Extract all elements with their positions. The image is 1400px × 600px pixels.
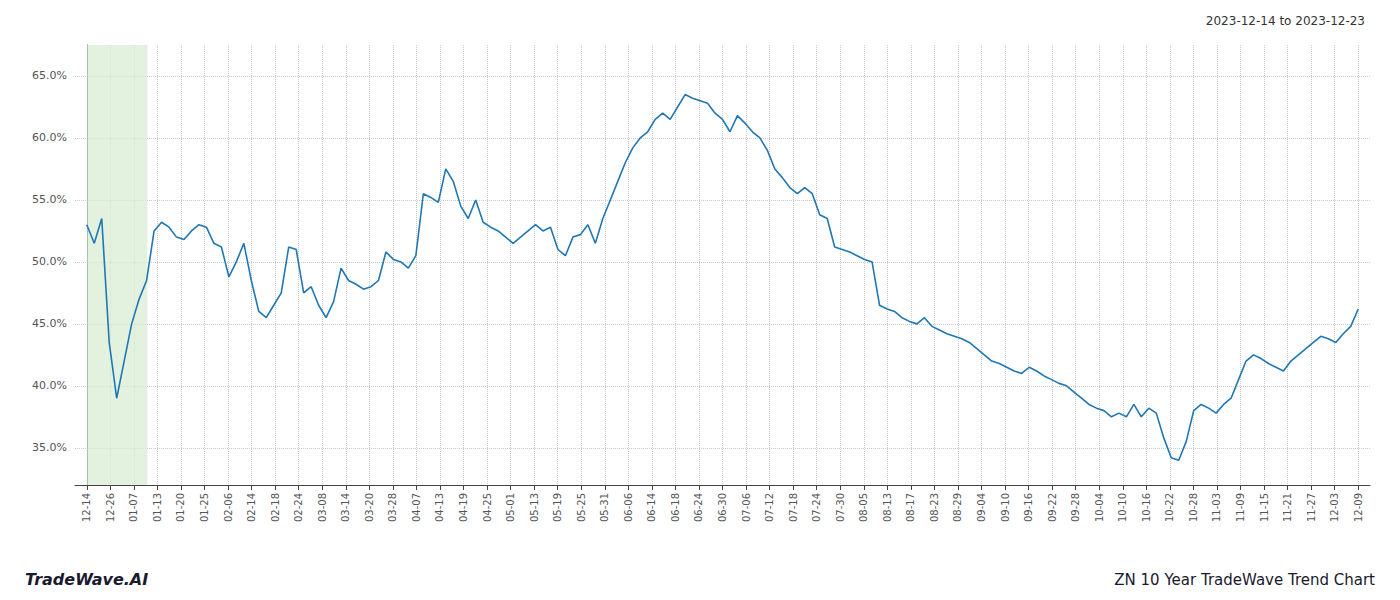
svg-text:45.0%: 45.0%	[32, 317, 67, 330]
svg-text:07-18: 07-18	[788, 493, 799, 522]
svg-text:11-21: 11-21	[1282, 493, 1293, 522]
svg-text:65.0%: 65.0%	[32, 69, 67, 82]
svg-text:10-22: 10-22	[1164, 493, 1175, 522]
svg-text:05-25: 05-25	[576, 493, 587, 522]
svg-text:02-14: 02-14	[246, 493, 257, 522]
svg-text:05-13: 05-13	[529, 493, 540, 522]
svg-text:09-10: 09-10	[1000, 493, 1011, 522]
svg-text:09-16: 09-16	[1023, 493, 1034, 522]
svg-text:06-30: 06-30	[717, 493, 728, 522]
svg-text:05-31: 05-31	[599, 493, 610, 522]
svg-text:12-03: 12-03	[1329, 493, 1340, 522]
svg-text:05-01: 05-01	[505, 493, 516, 522]
svg-text:06-14: 06-14	[646, 493, 657, 522]
svg-text:01-20: 01-20	[175, 493, 186, 522]
svg-text:04-07: 04-07	[411, 493, 422, 522]
svg-text:01-07: 01-07	[128, 493, 139, 522]
svg-text:08-13: 08-13	[882, 493, 893, 522]
svg-text:55.0%: 55.0%	[32, 193, 67, 206]
svg-text:08-29: 08-29	[952, 493, 963, 522]
svg-text:08-17: 08-17	[905, 493, 916, 522]
svg-text:03-08: 03-08	[317, 493, 328, 522]
svg-text:02-18: 02-18	[270, 493, 281, 522]
svg-text:12-26: 12-26	[105, 493, 116, 522]
svg-text:2023-12-14 to 2023-12-23: 2023-12-14 to 2023-12-23	[1206, 14, 1365, 28]
svg-text:04-19: 04-19	[458, 493, 469, 522]
svg-text:TradeWave.AI: TradeWave.AI	[25, 570, 148, 589]
svg-text:10-04: 10-04	[1094, 493, 1105, 522]
svg-text:11-15: 11-15	[1259, 493, 1270, 522]
svg-text:10-16: 10-16	[1141, 493, 1152, 522]
svg-text:04-25: 04-25	[482, 493, 493, 522]
svg-text:01-13: 01-13	[152, 493, 163, 522]
svg-text:09-22: 09-22	[1047, 493, 1058, 522]
svg-text:09-28: 09-28	[1070, 493, 1081, 522]
svg-text:35.0%: 35.0%	[32, 441, 67, 454]
svg-text:06-06: 06-06	[623, 493, 634, 522]
svg-text:03-28: 03-28	[387, 493, 398, 522]
svg-text:07-12: 07-12	[764, 493, 775, 522]
svg-text:08-05: 08-05	[858, 493, 869, 522]
svg-text:05-19: 05-19	[552, 493, 563, 522]
svg-text:12-09: 12-09	[1353, 493, 1364, 522]
svg-text:03-20: 03-20	[364, 493, 375, 522]
svg-text:01-25: 01-25	[199, 493, 210, 522]
svg-text:11-27: 11-27	[1306, 493, 1317, 522]
svg-text:07-30: 07-30	[835, 493, 846, 522]
svg-text:06-24: 06-24	[693, 493, 704, 522]
svg-text:06-18: 06-18	[670, 493, 681, 522]
svg-text:09-04: 09-04	[976, 493, 987, 522]
svg-text:08-23: 08-23	[929, 493, 940, 522]
svg-text:11-03: 11-03	[1211, 493, 1222, 522]
svg-text:11-09: 11-09	[1235, 493, 1246, 522]
svg-text:02-24: 02-24	[293, 493, 304, 522]
svg-text:10-10: 10-10	[1117, 493, 1128, 522]
svg-text:ZN 10 Year TradeWave Trend Cha: ZN 10 Year TradeWave Trend Chart	[1114, 571, 1375, 589]
svg-text:03-14: 03-14	[340, 493, 351, 522]
svg-text:02-06: 02-06	[223, 493, 234, 522]
svg-text:50.0%: 50.0%	[32, 255, 67, 268]
svg-text:60.0%: 60.0%	[32, 131, 67, 144]
svg-text:40.0%: 40.0%	[32, 379, 67, 392]
svg-text:10-28: 10-28	[1188, 493, 1199, 522]
svg-text:07-24: 07-24	[811, 493, 822, 522]
svg-text:04-13: 04-13	[434, 493, 445, 522]
svg-text:12-14: 12-14	[81, 493, 92, 522]
svg-text:07-06: 07-06	[741, 493, 752, 522]
